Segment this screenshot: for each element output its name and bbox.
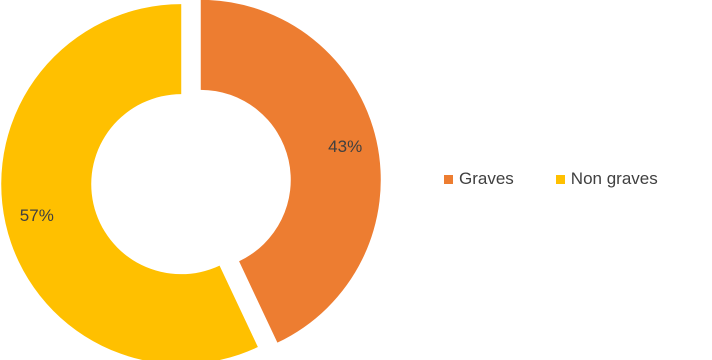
data-label-non-graves: 57%	[20, 206, 54, 225]
slice-graves	[200, 0, 381, 343]
legend-label-graves: Graves	[459, 169, 514, 188]
legend-swatch-graves	[444, 174, 453, 184]
legend-label-non-graves: Non graves	[570, 169, 658, 188]
data-label-graves: 43%	[328, 137, 362, 156]
legend: Graves Non graves	[444, 169, 658, 189]
legend-swatch-non-graves	[555, 174, 565, 184]
legend-item-non-graves: Non graves	[555, 169, 658, 189]
legend-item-graves: Graves	[444, 169, 514, 189]
slice-non-graves	[1, 4, 258, 360]
